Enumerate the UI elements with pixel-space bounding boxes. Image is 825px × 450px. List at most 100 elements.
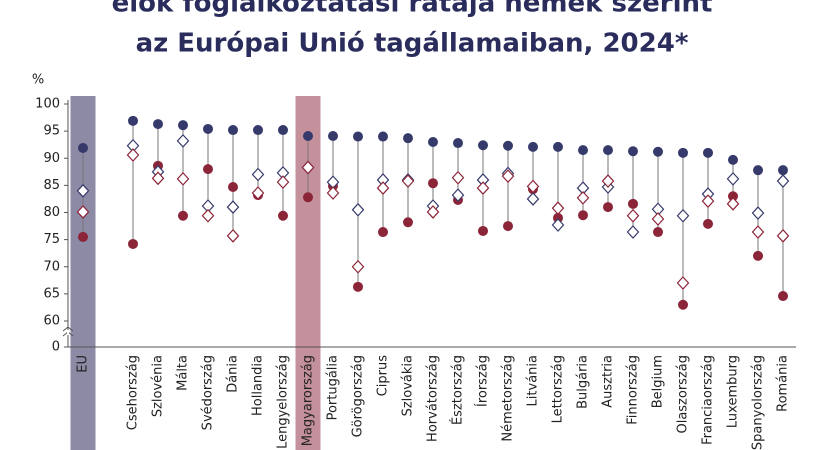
dot	[428, 178, 438, 189]
dot	[503, 221, 513, 232]
dot	[403, 133, 413, 144]
x-tick-label: EU	[76, 355, 91, 373]
y-tick-label: 75	[43, 232, 60, 247]
dot	[703, 147, 713, 158]
dot	[378, 227, 388, 238]
dot	[478, 225, 488, 236]
dot	[578, 145, 588, 156]
dot	[278, 210, 288, 221]
x-tick-label: Írország	[475, 355, 491, 407]
diamond	[701, 194, 715, 208]
y-tick-label: 85	[43, 178, 60, 193]
y-tick-label: 65	[43, 286, 60, 301]
dot	[128, 238, 138, 249]
dot	[353, 281, 363, 292]
diamond	[251, 186, 265, 200]
dot	[228, 182, 238, 193]
dot	[453, 138, 463, 149]
x-tick-label: Ausztria	[601, 355, 616, 408]
dot	[528, 141, 538, 152]
dot	[203, 164, 213, 175]
diamond	[626, 225, 640, 239]
diamond	[176, 134, 190, 148]
y-tick-label: 0	[52, 340, 60, 355]
x-tick-label: Szlovénia	[151, 355, 166, 417]
dot	[653, 146, 663, 157]
x-tick-label: Dánia	[226, 355, 241, 393]
x-tick-label: Görögország	[351, 355, 366, 437]
x-tick-label: Spanyolország	[751, 355, 766, 450]
dot	[628, 146, 638, 157]
diamond	[676, 276, 690, 290]
x-tick-label: Málta	[176, 355, 191, 391]
x-tick-label: Franciaország	[701, 355, 716, 445]
diamond	[601, 174, 615, 188]
dot	[428, 136, 438, 147]
dot	[253, 125, 263, 136]
diamond	[401, 174, 415, 188]
dot	[628, 198, 638, 209]
dot	[278, 125, 288, 136]
dot	[653, 227, 663, 238]
dot	[403, 217, 413, 228]
dot	[778, 291, 788, 302]
dot	[78, 231, 88, 242]
x-tick-label: Bulgária	[576, 355, 591, 409]
dot	[78, 142, 88, 153]
dot	[753, 165, 763, 176]
diamond	[751, 206, 765, 220]
diamond	[551, 201, 565, 216]
diamond	[301, 160, 315, 175]
x-tick-label: Olaszország	[676, 355, 691, 434]
y-tick-label: 80	[43, 205, 60, 220]
diamond	[176, 171, 190, 186]
chart-title: az Európai Unió tagállamaiban, 2024*	[136, 29, 689, 59]
x-tick-label: Luxemburg	[726, 355, 741, 428]
dot	[603, 145, 613, 156]
dot	[128, 115, 138, 126]
x-tick-label: Lettország	[551, 355, 566, 423]
diamond	[676, 208, 690, 223]
dot	[553, 141, 563, 152]
x-tick-label: Finnország	[626, 355, 641, 425]
diamond	[251, 167, 265, 182]
x-tick-label: Csehország	[126, 355, 141, 430]
dot	[203, 123, 213, 134]
dot	[328, 131, 338, 142]
y-tick-label: 70	[43, 259, 60, 274]
dot	[303, 131, 313, 142]
y-tick-label: 60	[43, 314, 60, 329]
diamond	[751, 225, 765, 239]
dot	[678, 147, 688, 158]
diamond	[76, 205, 90, 219]
x-tick-label: Szlovákia	[401, 355, 416, 416]
diamond	[226, 200, 240, 214]
x-tick-label: Ciprus	[376, 355, 391, 397]
y-tick-label: 90	[43, 151, 60, 166]
x-tick-label: Portugália	[326, 355, 341, 420]
diamond	[426, 205, 440, 219]
diamond	[726, 171, 740, 186]
diamond	[501, 169, 515, 184]
diamond	[726, 196, 740, 211]
diamond	[351, 202, 365, 217]
diamond	[126, 148, 140, 162]
diamond	[651, 212, 665, 226]
dot	[603, 202, 613, 213]
diamond	[151, 171, 165, 186]
diamond	[526, 179, 540, 194]
diamond	[776, 228, 790, 243]
dot	[578, 210, 588, 221]
x-tick-label: Svédország	[201, 355, 216, 430]
dot	[678, 299, 688, 310]
dot	[153, 119, 163, 130]
diamond	[526, 192, 540, 206]
diamond	[76, 183, 90, 198]
diamond	[376, 181, 390, 195]
x-tick-label: Belgium	[651, 355, 666, 408]
x-tick-label: Észtország	[450, 355, 466, 425]
dot	[228, 125, 238, 136]
dot	[728, 154, 738, 165]
dot	[778, 165, 788, 176]
